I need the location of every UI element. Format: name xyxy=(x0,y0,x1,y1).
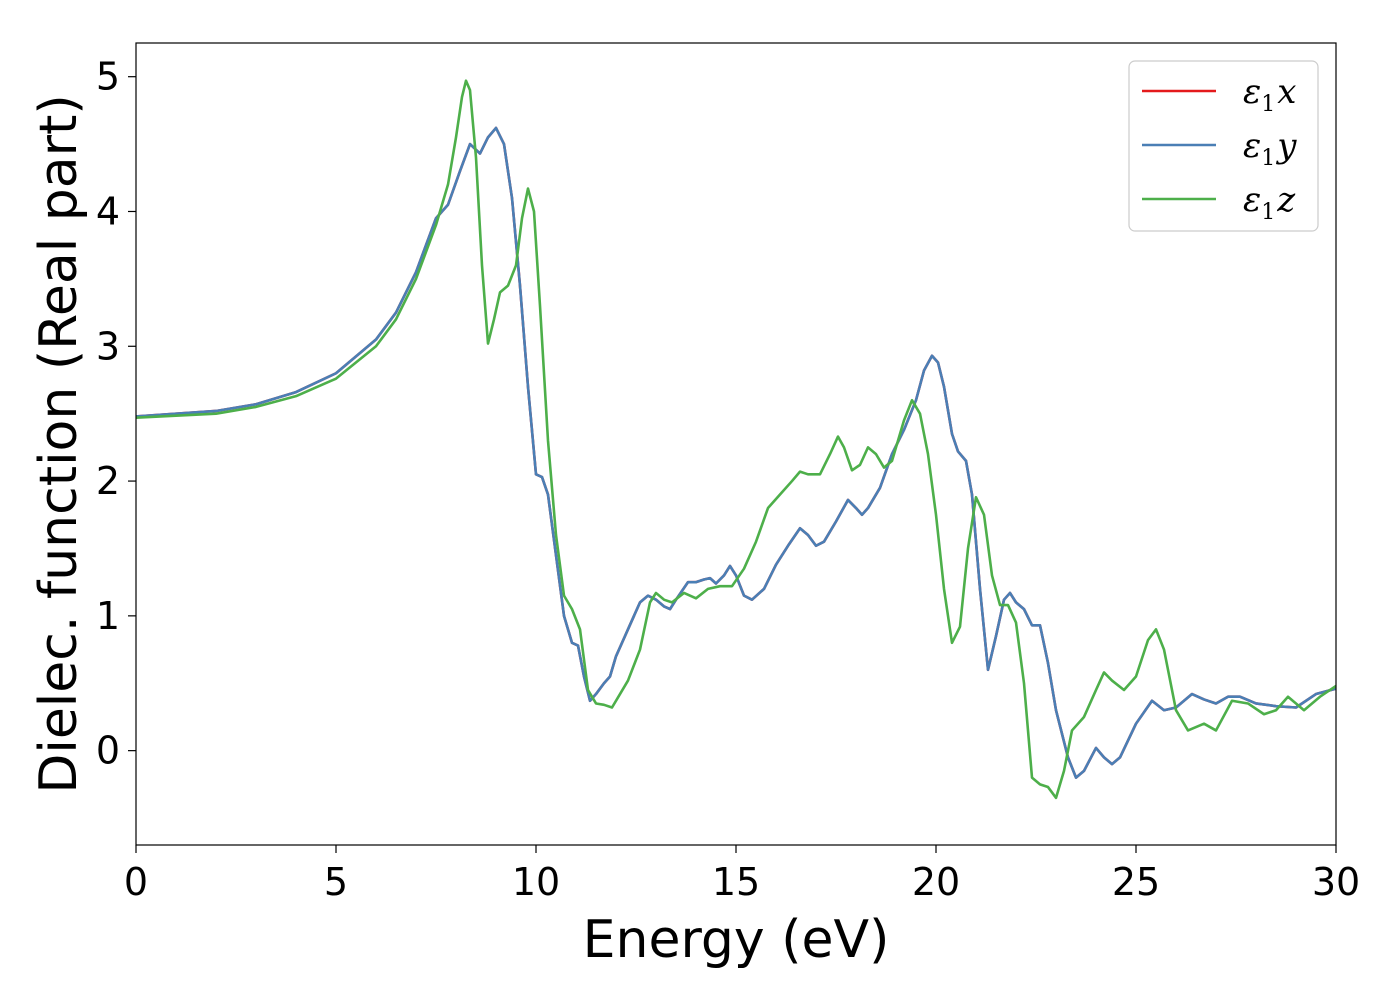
x-tick-label: 20 xyxy=(912,860,960,904)
x-tick-label: 30 xyxy=(1312,860,1360,904)
series-line-y xyxy=(136,126,1336,779)
y-tick-label: 3 xyxy=(96,324,120,368)
y-tick-label: 2 xyxy=(96,459,120,503)
y-tick-label: 1 xyxy=(96,594,120,638)
legend-entry-x: ε1x xyxy=(1243,72,1296,117)
legend-box xyxy=(1128,60,1319,232)
y-tick-label: 4 xyxy=(96,189,120,233)
x-axis-ticks: 0 5 10 15 20 25 30 xyxy=(124,845,1360,904)
y-axis-label: Dielec. function (Real part) xyxy=(29,94,89,793)
series-line-z xyxy=(136,79,1336,800)
x-tick-label: 10 xyxy=(512,860,560,904)
legend-entry-y: ε1y xyxy=(1243,126,1297,171)
y-tick-label: 0 xyxy=(96,729,120,773)
x-tick-label: 15 xyxy=(712,860,760,904)
x-tick-label: 25 xyxy=(1112,860,1160,904)
series-layer xyxy=(136,79,1336,800)
x-axis-label: Energy (eV) xyxy=(583,910,890,970)
y-axis-ticks: 0 1 2 3 4 5 xyxy=(96,55,136,773)
x-tick-label: 5 xyxy=(324,860,348,904)
y-tick-label: 5 xyxy=(96,55,120,99)
legend-entry-z: ε1z xyxy=(1243,180,1296,225)
legend: ε1x ε1y ε1z xyxy=(1128,60,1319,232)
x-tick-label: 0 xyxy=(124,860,148,904)
